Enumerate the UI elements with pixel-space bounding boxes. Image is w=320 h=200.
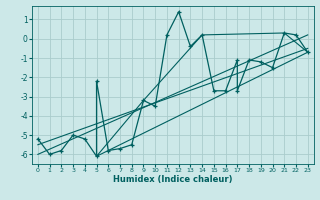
X-axis label: Humidex (Indice chaleur): Humidex (Indice chaleur) [113, 175, 233, 184]
